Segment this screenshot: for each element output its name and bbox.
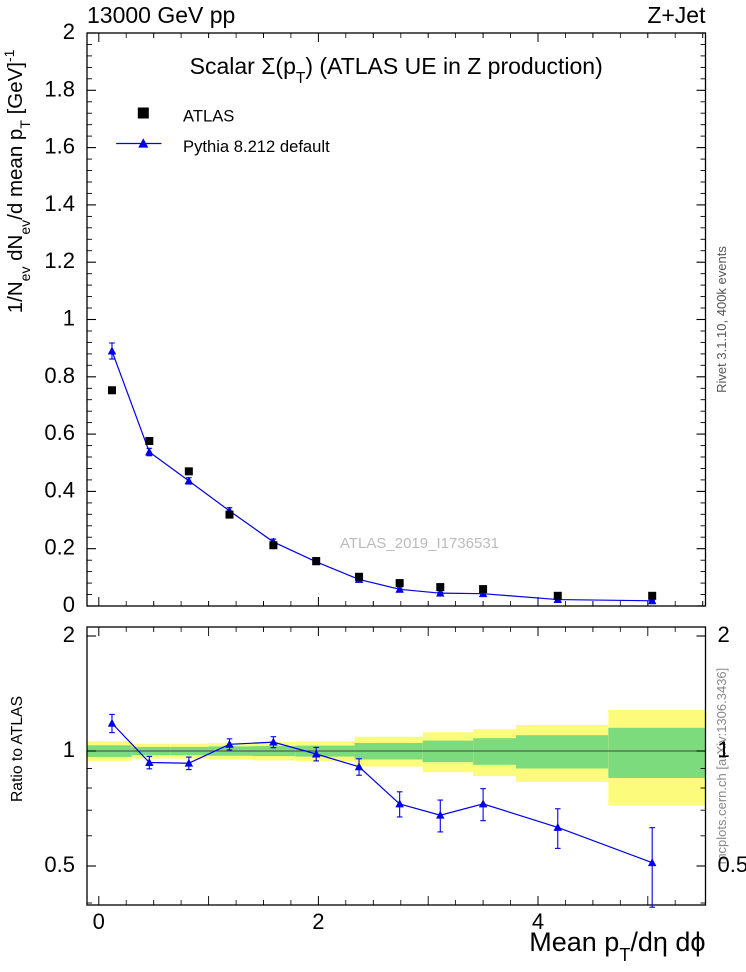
svg-text:0.8: 0.8 (44, 363, 75, 388)
svg-text:Rivet 3.1.10, 400k events: Rivet 3.1.10, 400k events (714, 246, 729, 393)
svg-text:0: 0 (93, 909, 105, 934)
svg-text:Ratio to ATLAS: Ratio to ATLAS (9, 696, 26, 802)
svg-text:ATLAS: ATLAS (183, 107, 234, 126)
svg-text:2: 2 (312, 909, 324, 934)
svg-text:2: 2 (63, 622, 75, 647)
svg-text:0.6: 0.6 (44, 420, 75, 445)
svg-text:1.8: 1.8 (44, 76, 75, 101)
svg-text:2: 2 (718, 622, 730, 647)
svg-text:ATLAS_2019_I1736531: ATLAS_2019_I1736531 (340, 535, 499, 552)
svg-text:1: 1 (63, 737, 75, 762)
svg-text:0: 0 (63, 592, 75, 617)
svg-text:mcplots.cern.ch [arXiv:1306.34: mcplots.cern.ch [arXiv:1306.3436] (714, 668, 729, 865)
svg-text:1.4: 1.4 (44, 191, 75, 216)
svg-text:0.5: 0.5 (44, 852, 75, 877)
svg-text:13000 GeV pp: 13000 GeV pp (87, 2, 235, 28)
svg-text:1: 1 (63, 306, 75, 331)
svg-text:0.4: 0.4 (44, 477, 75, 502)
svg-text:Pythia 8.212 default: Pythia 8.212 default (183, 137, 330, 156)
svg-text:0.2: 0.2 (44, 535, 75, 560)
svg-text:1.6: 1.6 (44, 134, 75, 159)
svg-text:2: 2 (63, 19, 75, 44)
svg-text:0.5: 0.5 (718, 852, 746, 877)
svg-text:Z+Jet: Z+Jet (647, 2, 706, 28)
svg-text:1: 1 (718, 737, 730, 762)
svg-text:1.2: 1.2 (44, 248, 75, 273)
